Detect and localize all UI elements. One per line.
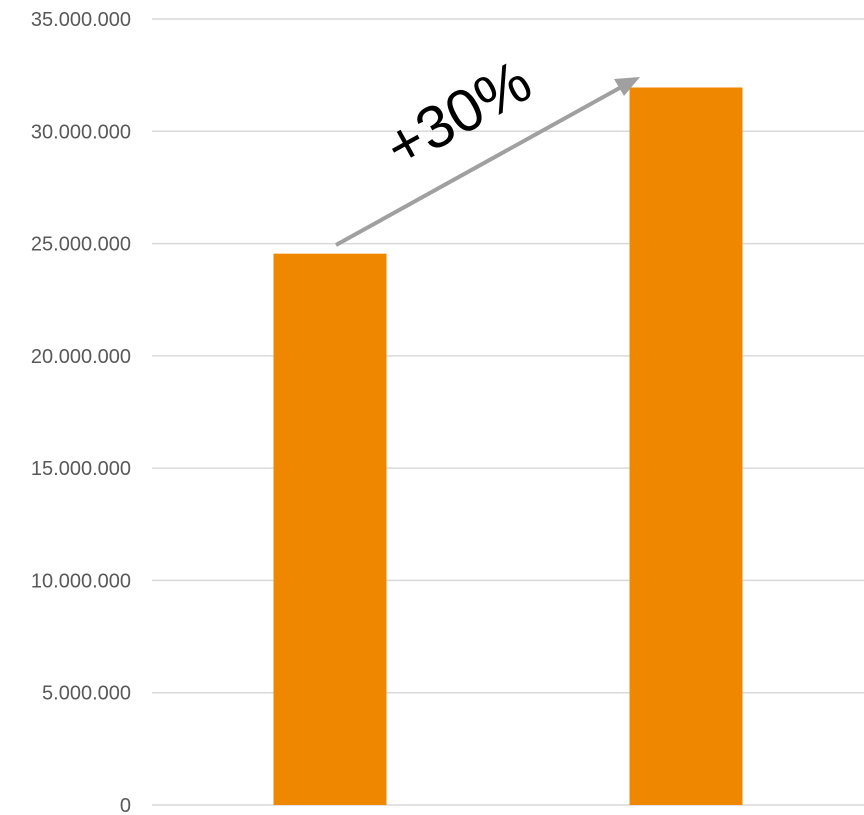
y-tick-label: 15.000.000 xyxy=(31,458,131,480)
growth-annotation: +30% xyxy=(374,47,542,181)
y-tick-label: 35.000.000 xyxy=(31,9,131,31)
y-tick-label: 5.000.000 xyxy=(42,683,131,705)
growth-arrow-head xyxy=(614,77,640,96)
gridlines xyxy=(152,18,864,806)
y-tick-label: 0 xyxy=(120,795,131,815)
growth-arrow xyxy=(335,83,626,247)
y-tick-label: 30.000.000 xyxy=(31,121,131,143)
y-axis-tick-labels: 0 5.000.000 10.000.000 15.000.000 20.000.000… xyxy=(31,9,131,815)
bar xyxy=(629,87,743,806)
y-tick-label: 20.000.000 xyxy=(31,346,131,368)
y-tick-label: 25.000.000 xyxy=(31,234,131,256)
y-tick-label: 10.000.000 xyxy=(31,570,131,592)
bar xyxy=(273,253,387,806)
bars xyxy=(273,87,743,806)
